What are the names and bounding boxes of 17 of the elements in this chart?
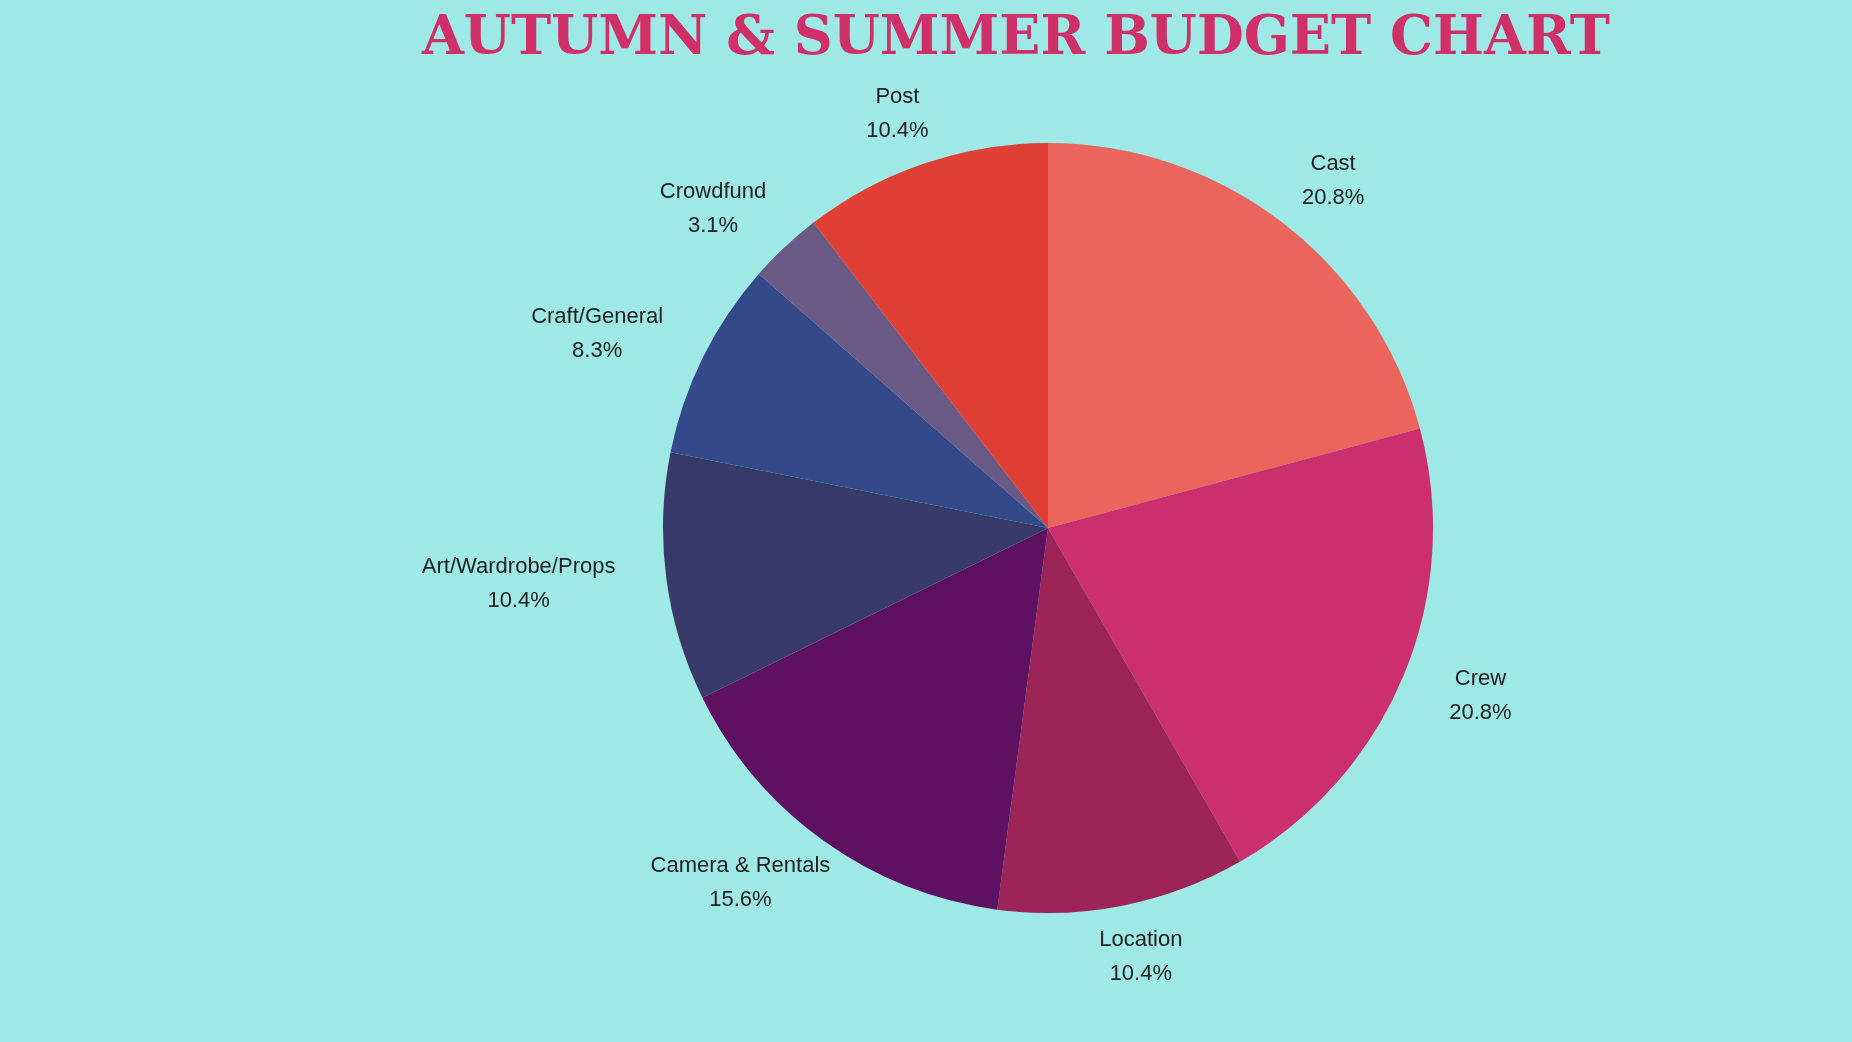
data-label: 10.4% [1109, 959, 1173, 985]
slice-label: Cast [1310, 150, 1356, 176]
data-label: 3.1% [687, 212, 739, 238]
data-label: 20.8% [1449, 698, 1512, 724]
data-label: 20.8% [1301, 184, 1365, 210]
data-label: 10.4% [487, 587, 550, 613]
slice-label: Crew [1454, 664, 1507, 690]
slice-label: Art/Wardrobe/Props [421, 553, 616, 579]
data-label: 10.4% [866, 117, 929, 143]
chart-title: AUTUMN & SUMMER BUDGET CHART [420, 2, 1612, 68]
slice-label: Location [1099, 925, 1183, 951]
slice-label: Camera & Rentals [650, 851, 831, 877]
slice-label: Craft/General [531, 303, 664, 329]
slice-label: Crowdfund [659, 178, 767, 204]
data-label: 8.3% [572, 337, 623, 363]
slice-label: Post [875, 83, 920, 109]
data-label: 15.6% [709, 885, 772, 911]
